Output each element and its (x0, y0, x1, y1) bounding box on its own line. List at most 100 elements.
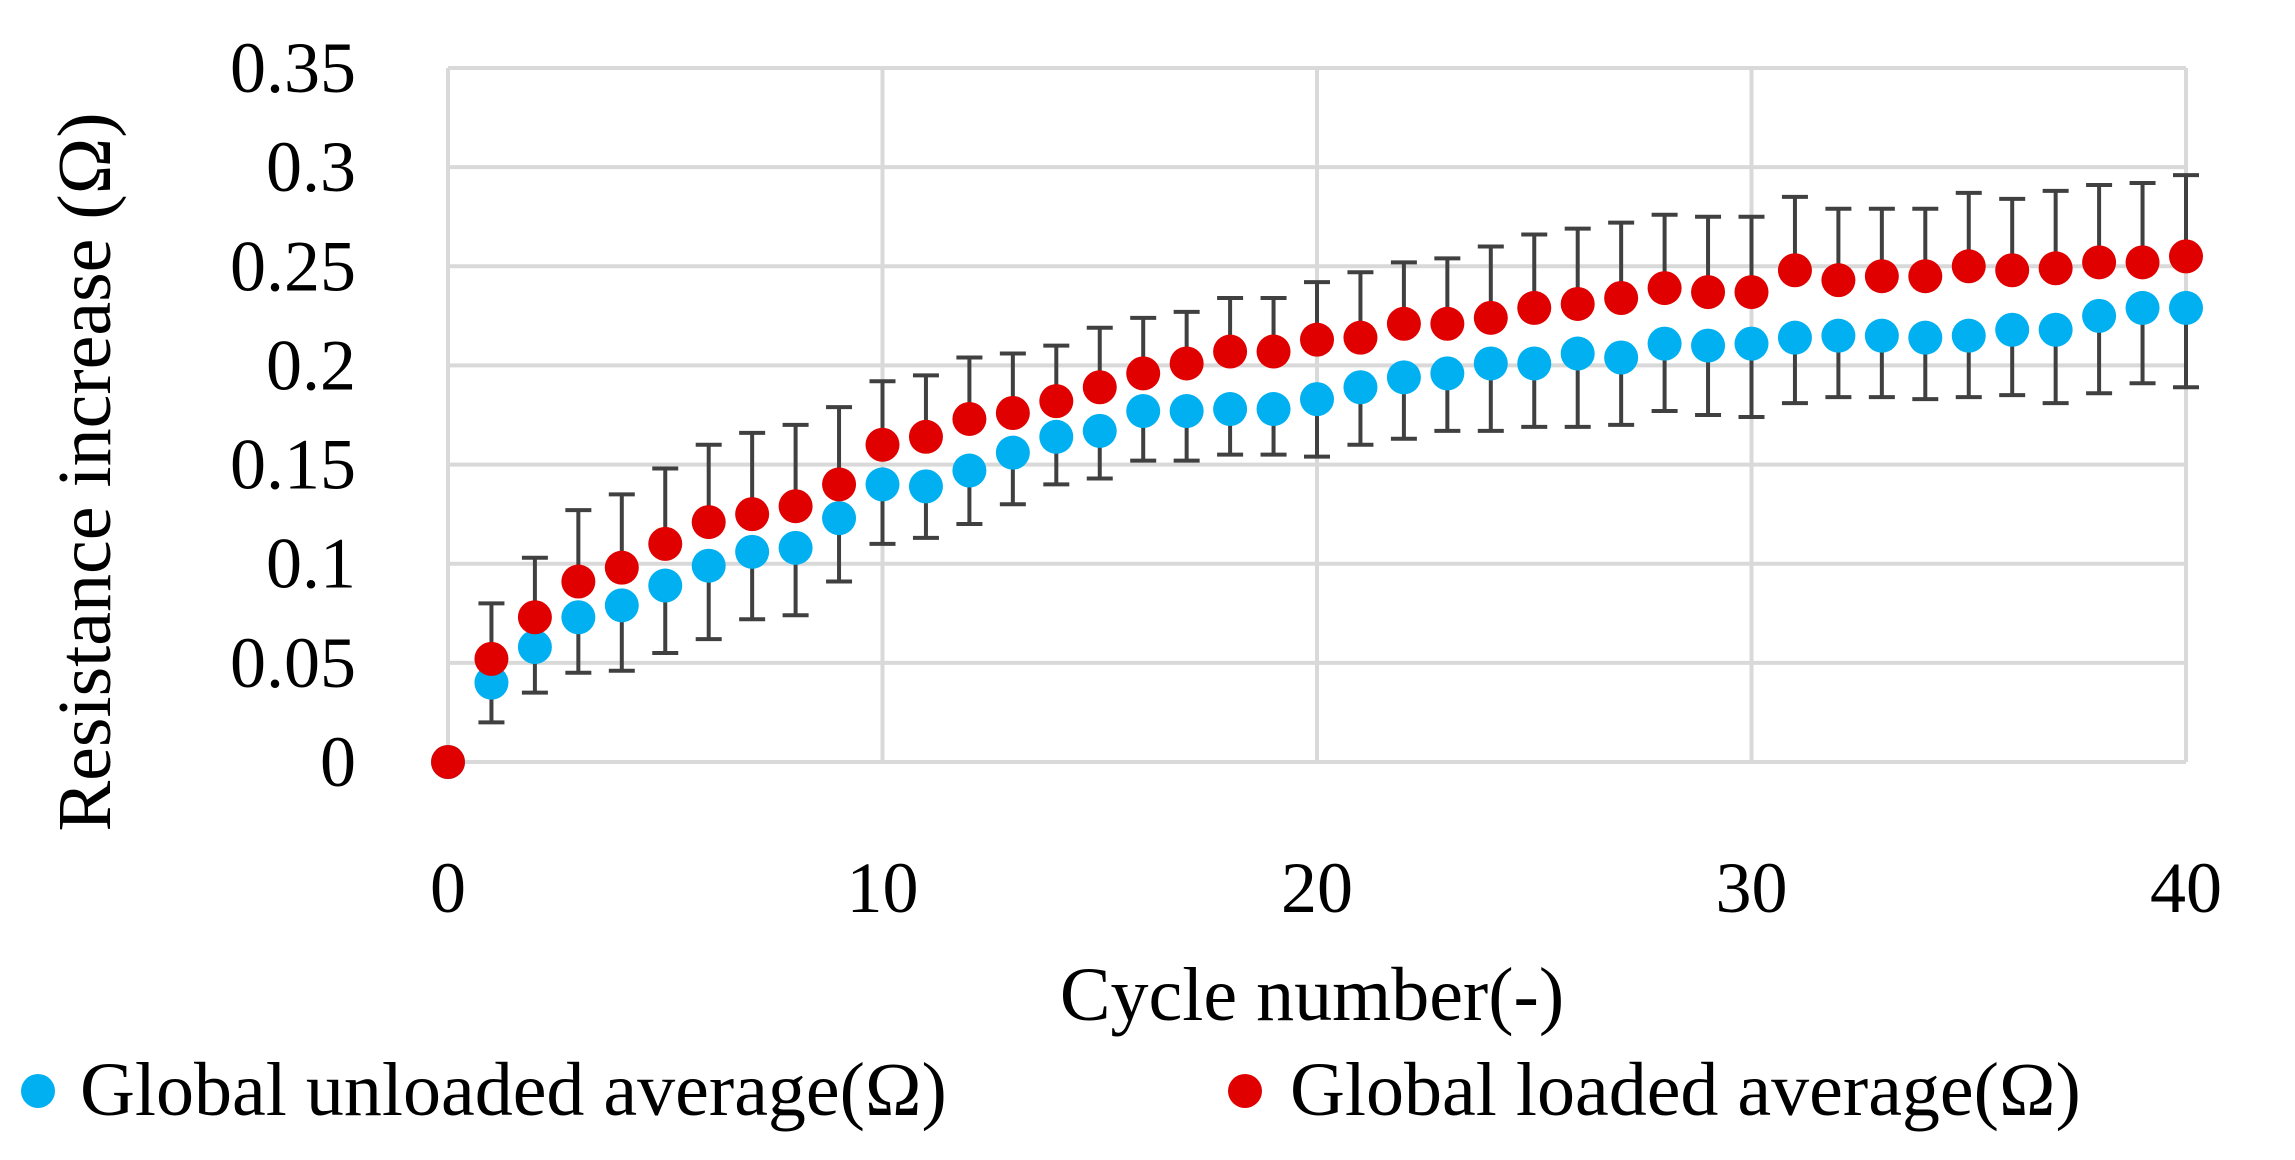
data-point-loaded (1517, 290, 1552, 325)
data-point-unloaded (1386, 360, 1421, 395)
data-point-loaded (2169, 239, 2203, 274)
data-point-loaded (995, 396, 1030, 431)
data-point-loaded (952, 401, 987, 436)
y-tick-label: 0.25 (230, 226, 356, 306)
data-point-unloaded (474, 665, 509, 700)
data-point-unloaded (1082, 413, 1117, 448)
data-point-unloaded (1864, 318, 1899, 353)
data-point-loaded (1734, 275, 1769, 310)
data-point-loaded (517, 600, 552, 635)
data-point-unloaded (561, 600, 596, 635)
x-axis-title: Cycle number(-) (1060, 953, 1564, 1037)
data-point-loaded (604, 550, 639, 585)
data-point-unloaded (865, 467, 900, 502)
data-point-unloaded (1430, 356, 1465, 391)
data-point-unloaded (952, 453, 987, 488)
data-point-loaded (1560, 286, 1595, 321)
data-point-loaded (1126, 356, 1161, 391)
data-point-loaded (431, 745, 465, 779)
data-point-loaded (822, 467, 857, 502)
data-point-unloaded (1343, 370, 1378, 405)
data-point-loaded (1473, 300, 1508, 335)
data-point-unloaded (2082, 298, 2117, 333)
data-point-loaded (1647, 271, 1682, 306)
data-point-unloaded (1951, 318, 1986, 353)
data-point-loaded (1169, 346, 1204, 381)
data-point-loaded (691, 505, 726, 540)
legend-marker-unloaded (21, 1074, 55, 1108)
data-point-unloaded (1821, 318, 1856, 353)
data-point-loaded (1343, 320, 1378, 355)
y-tick-label: 0.35 (230, 28, 356, 108)
x-tick-label: 10 (847, 848, 919, 928)
data-point-unloaded (995, 435, 1030, 470)
y-tick-label: 0.3 (266, 127, 356, 207)
data-point-unloaded (1517, 346, 1552, 381)
data-point-unloaded (2125, 290, 2160, 325)
legend: Global unloaded average(Ω) Global loaded… (21, 1048, 2081, 1132)
error-bars-layer (478, 173, 2199, 725)
data-point-unloaded (1126, 394, 1161, 429)
data-point-unloaded (778, 530, 813, 565)
data-point-loaded (778, 489, 813, 524)
data-point-unloaded (691, 548, 726, 583)
y-tick-label: 0.15 (230, 425, 356, 505)
data-point-loaded (1691, 275, 1726, 310)
grid-layer (446, 66, 2188, 764)
x-tick-label: 40 (2150, 848, 2222, 928)
data-point-loaded (1604, 281, 1639, 316)
data-point-unloaded (1734, 326, 1769, 361)
legend-label-unloaded: Global unloaded average(Ω) (80, 1048, 947, 1132)
data-point-loaded (1256, 334, 1291, 369)
data-point-unloaded (1560, 336, 1595, 371)
data-point-unloaded (1647, 326, 1682, 361)
data-point-unloaded (1300, 382, 1334, 417)
data-point-unloaded (1169, 394, 1204, 429)
data-point-loaded (865, 427, 900, 462)
data-point-unloaded (1256, 392, 1291, 427)
data-point-unloaded (517, 629, 552, 664)
data-point-unloaded (735, 534, 770, 569)
data-point-loaded (1300, 322, 1334, 357)
data-point-loaded (1430, 306, 1465, 341)
data-point-unloaded (2038, 312, 2073, 347)
y-tick-label: 0.1 (266, 524, 356, 604)
data-point-loaded (1386, 306, 1421, 341)
points-layer (431, 239, 2203, 779)
y-axis-title: Resistance increase (Ω) (43, 112, 127, 831)
legend-marker-loaded (1228, 1074, 1262, 1108)
y-tick-label: 0.2 (266, 325, 356, 405)
data-point-unloaded (1604, 340, 1639, 375)
data-point-loaded (561, 564, 596, 599)
data-point-unloaded (2169, 290, 2203, 325)
data-point-loaded (1995, 253, 2030, 288)
data-point-loaded (2082, 245, 2117, 280)
data-point-unloaded (1213, 392, 1248, 427)
data-point-unloaded (1039, 419, 1074, 454)
data-point-loaded (735, 497, 770, 532)
data-point-loaded (648, 526, 683, 561)
data-point-unloaded (1908, 320, 1943, 355)
data-point-unloaded (604, 588, 639, 623)
data-point-loaded (908, 419, 943, 454)
data-point-loaded (1951, 249, 1986, 284)
data-point-loaded (1908, 259, 1943, 294)
data-point-unloaded (822, 501, 857, 536)
data-point-loaded (2038, 251, 2073, 286)
data-point-loaded (1777, 253, 1812, 288)
x-tick-label: 0 (430, 848, 466, 928)
data-point-unloaded (1691, 328, 1726, 363)
tick-labels-layer: 0 0.05 0.1 0.15 0.2 0.25 0.3 0.35 0 10 20 30 40 (230, 28, 2222, 928)
y-tick-label: 0 (320, 722, 356, 802)
data-point-unloaded (908, 469, 943, 504)
data-point-loaded (474, 641, 509, 676)
data-point-loaded (1039, 384, 1074, 419)
data-point-loaded (1864, 259, 1899, 294)
data-point-loaded (1082, 370, 1117, 405)
data-point-unloaded (1995, 312, 2030, 347)
y-tick-label: 0.05 (230, 623, 356, 703)
data-point-loaded (1213, 334, 1248, 369)
legend-label-loaded: Global loaded average(Ω) (1290, 1048, 2081, 1132)
